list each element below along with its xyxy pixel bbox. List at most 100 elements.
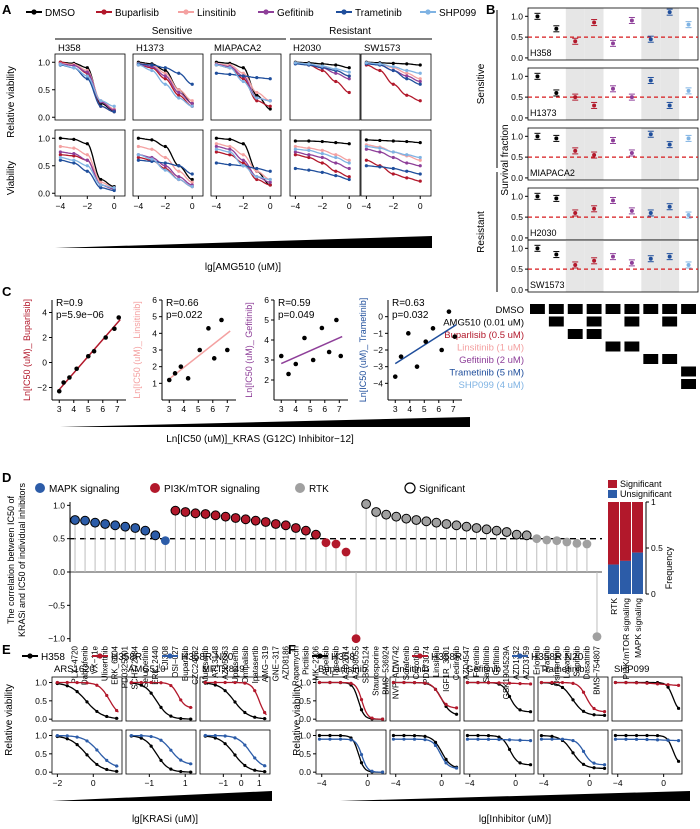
- panel-c-ytick-label: 1: [152, 378, 157, 388]
- panel-b-matrix-cell: [624, 341, 640, 352]
- dr-xtick-label: 1: [183, 778, 188, 788]
- dr-frame: [125, 729, 197, 775]
- panel-b-point: [648, 37, 653, 42]
- panel-a-point-gefitinib: [58, 150, 62, 154]
- panel-f-xlabel: lg[Inhibitor (uM)]: [479, 814, 551, 825]
- dr-point: [115, 716, 119, 720]
- dr-point: [115, 708, 119, 713]
- dr-point: [359, 752, 364, 757]
- panel-d-inset-bar-sig: [632, 502, 643, 553]
- panel-letter-e: E: [2, 642, 11, 657]
- dr-point: [592, 761, 596, 765]
- dr-point: [115, 769, 119, 773]
- dr-point: [497, 681, 501, 685]
- panel-a-point-trametinib: [255, 166, 259, 171]
- panel-d-xtick-label: Selumetinib: [141, 645, 150, 687]
- panel-letter-b: B: [486, 2, 495, 17]
- panel-a-sensitive-label: Sensitive: [152, 26, 193, 37]
- panel-f-plots: Buparlisinib 0.0 0.5 1.0 0.0 0.5 1.0 −4 0 Linsiti…: [299, 664, 683, 788]
- panel-a-point-linsitinib: [228, 144, 232, 149]
- panel-d-inset-ytick-label: 0.5: [651, 543, 663, 553]
- legend-ef-dot: [97, 653, 103, 659]
- panel-c-ytick-label: 4: [264, 335, 269, 345]
- dr-point: [263, 717, 267, 721]
- panel-d-point: [240, 514, 251, 525]
- panel-d-xtick-label: Lapatinib: [562, 645, 571, 678]
- panel-a-point-shp099: [112, 104, 116, 108]
- dr-point: [169, 748, 173, 752]
- panel-d-xtick-label: Dabrafenib: [81, 645, 90, 685]
- dr-point: [592, 713, 596, 717]
- dr-point: [328, 680, 332, 685]
- panel-c-point: [326, 349, 332, 355]
- dr-point: [203, 733, 207, 738]
- panel-a-point-gefitinib: [190, 101, 194, 106]
- panel-d-point: [220, 511, 231, 522]
- panel-d-xtick-label: MK−2206: [311, 645, 320, 680]
- panel-b-matrix-cell: [681, 366, 696, 377]
- panel-b-ytick-label: 0.5: [511, 92, 523, 102]
- dr-point: [359, 761, 364, 765]
- panel-d-point: [532, 534, 542, 544]
- dr-xtick-label: 1: [257, 778, 262, 788]
- dr-point: [602, 709, 607, 714]
- dr-point: [655, 738, 660, 742]
- panel-a-point-gefitinib: [85, 158, 89, 162]
- dr-point: [159, 758, 163, 763]
- panel-d-xtick-label: CZC24832: [191, 645, 200, 684]
- panel-c-point: [338, 353, 344, 359]
- panel-d-point: [311, 529, 321, 540]
- dr-point: [571, 738, 575, 743]
- panel-a-point-gefitinib: [418, 79, 422, 84]
- panel-a-point-dmso: [347, 66, 351, 70]
- panel-b-point: [573, 262, 578, 267]
- dr-point: [115, 764, 119, 768]
- panel-b-point: [611, 41, 615, 46]
- panel-a-resistant-label: Resistant: [329, 26, 371, 37]
- panel-a-ytick-label: 0.5: [38, 161, 50, 171]
- panel-a-point-trametinib: [163, 161, 167, 165]
- panel-b-treatment-label: Buparlisib (0.5 uM): [444, 330, 524, 341]
- panel-a-point-linsitinib: [177, 169, 181, 173]
- panel-a-point-trametinib: [177, 164, 181, 168]
- dr-point: [602, 766, 607, 770]
- panel-e-ylabel: Relative viability: [4, 684, 15, 756]
- panel-a-xtick-label: 0: [418, 201, 423, 211]
- panel-a-point-shp099: [150, 68, 154, 73]
- panel-a-frame: [289, 129, 361, 197]
- dr-point: [149, 691, 153, 695]
- dr-point: [253, 715, 257, 719]
- panel-d-point: [160, 536, 170, 546]
- panel-d-point: [552, 536, 562, 546]
- panel-d-point: [371, 507, 382, 517]
- panel-b-treatment-label: Trametinib (5 nM): [449, 368, 524, 379]
- panel-b-shade: [565, 8, 585, 60]
- panel-d-ylabel-line1: The correlation between IC50 of: [6, 495, 16, 624]
- dr-point: [370, 716, 374, 720]
- dr-point: [213, 736, 217, 740]
- panel-a-frame: [210, 53, 282, 121]
- panel-a-point-dmso: [241, 142, 245, 146]
- dr-curve: [318, 738, 384, 773]
- panel-a-point-gefitinib: [268, 180, 272, 184]
- panel-f-dose-wedge: [340, 791, 690, 801]
- dr-point: [571, 681, 575, 686]
- legend-ef-dot: [417, 653, 423, 659]
- panel-d-inset-bar-unsig: [608, 564, 619, 594]
- panel-c-point: [172, 371, 178, 376]
- panel-a-point-dmso: [214, 136, 218, 140]
- panel-d-point: [70, 515, 80, 525]
- panel-a-xtick-label: −2: [388, 201, 398, 211]
- legend-label-trametinib: Trametinib: [355, 8, 402, 19]
- panel-b-point: [554, 90, 559, 95]
- panel-c-xtick-label: 7: [115, 404, 120, 414]
- dr-point: [412, 733, 417, 738]
- panel-d-xtick-label: Savolitinib: [482, 645, 491, 682]
- panel-e-plots: ARS1620 0.0 0.5 1.0 0.0 0.5 1.0 −2 0 AMG510 −1 1 MRT…: [35, 664, 271, 788]
- panel-a-point-trametinib: [307, 168, 311, 172]
- legend-label-gefitinib: Gefitinib: [277, 8, 314, 19]
- panel-a-ytick-label: 0.0: [38, 112, 50, 122]
- dr-point: [169, 683, 173, 688]
- panel-b-point: [554, 26, 559, 31]
- panel-d-xtick-label: SCH772984: [131, 645, 140, 689]
